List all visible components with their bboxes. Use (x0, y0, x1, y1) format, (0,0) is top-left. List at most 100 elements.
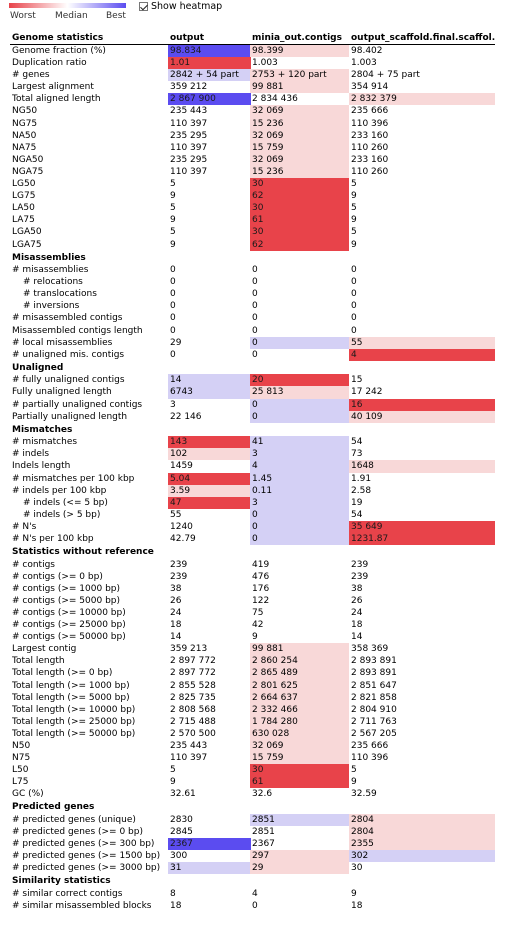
metric-value: 4 (250, 460, 349, 473)
section-header: Unaligned (10, 361, 495, 375)
metric-label: # predicted genes (>= 1500 bp) (12, 851, 161, 862)
metric-value: 110 397 (170, 118, 208, 129)
metric-label: LG75 (12, 191, 36, 202)
metric-value: 0 (170, 313, 176, 324)
metric-label: # fully unaligned contigs (12, 375, 125, 386)
metric-value: 2 801 625 (250, 679, 349, 692)
metric-value: 24 (351, 607, 363, 618)
column-header-0[interactable]: output (170, 33, 205, 43)
metric-value: 32 069 (250, 739, 349, 753)
metric-label: N75 (12, 753, 31, 764)
metric-value: 30 (250, 226, 349, 239)
metric-value: 0 (250, 410, 349, 423)
metric-row: Total length (>= 1000 bp) 2 855 528 2 801 … (10, 679, 495, 692)
legend-worst-label: Worst (10, 11, 36, 21)
metric-value: 0 (252, 301, 258, 312)
metric-row: # indels 102 3 73 (10, 448, 495, 461)
metric-value: 2842 + 54 part (168, 69, 251, 82)
metric-label: # indels (<= 5 bp) (23, 497, 108, 508)
metric-value: 9 (170, 191, 176, 202)
metric-row: NA50 235 295 32 069 233 160 (10, 129, 495, 142)
metric-value: 61 (250, 776, 349, 789)
metric-value: 1240 (170, 521, 193, 532)
metric-value: 32 069 (250, 153, 349, 166)
metric-row: N75 110 397 15 759 110 396 (10, 752, 495, 765)
column-header-1[interactable]: minia_out.contigs (252, 33, 342, 43)
metric-value: 110 397 (170, 142, 208, 153)
metric-value: 2 664 637 (250, 691, 349, 704)
metric-value: 239 (351, 571, 369, 582)
metric-value: 0 (351, 265, 357, 276)
metric-value: 2 860 254 (250, 655, 349, 668)
metric-value: 4 (349, 348, 495, 361)
metric-label: NA50 (12, 130, 37, 141)
metric-value: 2804 (349, 826, 495, 839)
metric-value: 630 028 (250, 727, 349, 740)
metric-value: 9 (170, 777, 176, 788)
metric-row: # indels (> 5 bp) 55 0 54 (10, 508, 495, 521)
metric-row: Total aligned length 2 867 900 2 834 436 2 … (10, 93, 495, 106)
metric-row: # translocations 0 0 0 (10, 288, 495, 300)
metric-value: 31 (168, 862, 251, 875)
metric-row: # relocations 0 0 0 (10, 276, 495, 288)
metric-value: 0 (252, 277, 258, 288)
metric-value: 0 (252, 289, 258, 300)
metric-row: Total length (>= 10000 bp) 2 808 568 2 332… (10, 703, 495, 716)
metric-value: 2 715 488 (170, 716, 216, 727)
metric-value: 2 570 500 (170, 728, 216, 739)
metric-label: # misassemblies (12, 265, 89, 276)
metric-value: 1648 (349, 460, 495, 473)
metric-row: Total length (>= 5000 bp) 2 825 735 2 664 … (10, 691, 495, 704)
metric-value: 1.01 (168, 57, 251, 70)
metric-row: # unaligned mis. contigs 0 0 4 (10, 348, 495, 361)
quality-report-table: Genome statistics output minia_out.contigs… (10, 32, 495, 912)
metric-value: 20 (250, 374, 349, 387)
metric-row: # predicted genes (>= 1500 bp) 300 297 302 (10, 850, 495, 863)
metric-row: L50 5 30 5 (10, 764, 495, 777)
metric-label: # mismatches per 100 kbp (12, 473, 135, 484)
metric-value: 0 (170, 277, 176, 288)
metric-value: 47 (168, 496, 251, 509)
metric-value: 0 (252, 901, 258, 911)
metric-row: # fully unaligned contigs 14 20 15 (10, 374, 495, 387)
metric-value: 1.003 (351, 58, 377, 69)
metric-value: 18 (351, 901, 363, 911)
metric-value: 2 567 205 (351, 728, 397, 739)
metric-value: 110 397 (170, 753, 208, 764)
legend-best-label: Best (106, 11, 126, 21)
metric-value: 2 332 466 (250, 703, 349, 716)
metric-value: 102 (168, 448, 251, 461)
metric-value: 73 (351, 449, 363, 460)
metric-value: 9 (351, 239, 357, 250)
metric-value: 18 (170, 901, 182, 911)
metric-value: 235 443 (170, 106, 208, 117)
metric-value: 5 (170, 227, 176, 238)
metric-value: 235 666 (351, 106, 389, 117)
metric-row: # mismatches per 100 kbp 5.04 1.45 1.91 (10, 472, 495, 485)
section-header: Statistics without reference (10, 545, 495, 559)
column-header-2[interactable]: output_scaffold.final.scaffol... (351, 33, 495, 43)
metric-label: Total length (>= 1000 bp) (12, 680, 130, 691)
metric-value: 5 (170, 203, 176, 214)
section-header: Misassemblies (10, 251, 495, 265)
metric-value: 239 (170, 571, 188, 582)
metric-row: LG50 5 30 5 (10, 178, 495, 191)
metric-value: 2 867 900 (168, 93, 251, 106)
metric-value: 302 (349, 850, 495, 863)
metric-value: 2 808 568 (170, 704, 216, 715)
metric-row: # similar correct contigs 8 4 9 (10, 888, 495, 900)
metric-value: 233 160 (351, 130, 389, 141)
metric-value: 9 (351, 777, 357, 788)
metric-row: Total length (>= 0 bp) 2 897 772 2 865 489… (10, 667, 495, 680)
metric-label: LA75 (12, 215, 35, 226)
metric-value: 62 (250, 238, 349, 251)
metric-label: # mismatches (12, 437, 78, 448)
metric-row: # predicted genes (>= 3000 bp) 31 29 30 (10, 862, 495, 875)
metric-value: 2 893 891 (351, 668, 397, 679)
metric-value: 9 (351, 888, 357, 899)
show-heatmap-checkbox[interactable] (139, 2, 148, 11)
metric-row: # indels per 100 kbp 3.59 0.11 2.58 (10, 484, 495, 497)
metric-row: # N's per 100 kbp 42.79 0 1231.87 (10, 532, 495, 546)
metric-value: 2753 + 120 part (250, 69, 349, 82)
show-heatmap-toggle[interactable]: Show heatmap (139, 1, 222, 12)
